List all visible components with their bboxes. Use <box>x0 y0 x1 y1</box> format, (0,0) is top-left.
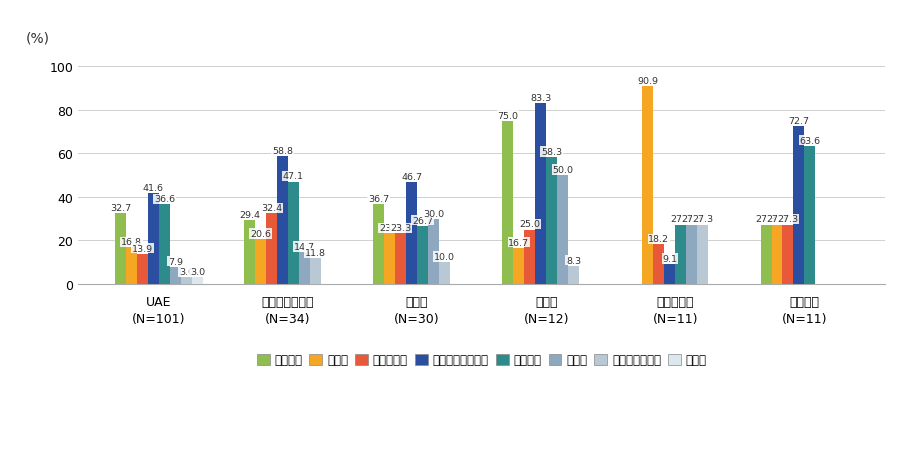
Text: 25.0: 25.0 <box>519 220 540 229</box>
Bar <box>643 87 653 284</box>
Text: 27.3: 27.3 <box>692 215 714 224</box>
Bar <box>805 146 815 284</box>
Bar <box>115 213 126 284</box>
Bar <box>417 226 428 284</box>
Bar <box>310 259 321 284</box>
Bar <box>782 225 794 284</box>
Text: 3.0: 3.0 <box>179 268 194 277</box>
Bar <box>181 278 192 284</box>
Text: 23.3: 23.3 <box>379 224 400 233</box>
Text: 10.0: 10.0 <box>434 252 455 262</box>
Bar <box>148 194 159 284</box>
Text: 41.6: 41.6 <box>143 184 164 193</box>
Text: 36.6: 36.6 <box>154 195 175 204</box>
Text: 18.2: 18.2 <box>648 235 670 244</box>
Text: 11.8: 11.8 <box>305 249 326 257</box>
Bar <box>439 263 450 284</box>
Text: 29.4: 29.4 <box>239 211 260 219</box>
Text: 58.3: 58.3 <box>541 148 562 156</box>
Text: 30.0: 30.0 <box>423 209 444 218</box>
Bar <box>771 225 782 284</box>
Bar <box>536 104 546 284</box>
Bar <box>126 248 137 284</box>
Text: 32.7: 32.7 <box>110 203 131 212</box>
Bar <box>557 176 568 284</box>
Text: 83.3: 83.3 <box>530 94 552 102</box>
Text: 36.7: 36.7 <box>368 194 390 204</box>
Bar <box>513 248 525 284</box>
Text: 90.9: 90.9 <box>637 77 659 86</box>
Bar <box>159 205 170 284</box>
Bar <box>395 234 406 284</box>
Bar <box>568 266 579 284</box>
Text: (%): (%) <box>26 31 50 45</box>
Text: 27.3: 27.3 <box>670 215 691 224</box>
Bar <box>192 278 202 284</box>
Text: 27.3: 27.3 <box>767 215 788 224</box>
Bar <box>288 182 299 284</box>
Text: 26.7: 26.7 <box>412 216 433 225</box>
Legend: 消費市場, 新産業, サービス業, 資源・エネルギー, インフラ, 製造業, 農業・食品加工, その他: 消費市場, 新産業, サービス業, 資源・エネルギー, インフラ, 製造業, 農… <box>252 349 712 371</box>
Bar <box>687 225 698 284</box>
Bar <box>406 183 417 284</box>
Bar <box>502 122 513 284</box>
Bar <box>137 254 148 284</box>
Bar <box>794 126 805 284</box>
Text: 27.3: 27.3 <box>681 215 702 224</box>
Text: 50.0: 50.0 <box>553 166 573 175</box>
Bar <box>664 264 675 284</box>
Text: 23.3: 23.3 <box>390 224 411 233</box>
Bar <box>698 225 708 284</box>
Text: 72.7: 72.7 <box>788 117 809 125</box>
Bar <box>299 252 310 284</box>
Text: 16.7: 16.7 <box>508 238 529 247</box>
Text: 3.0: 3.0 <box>190 268 205 277</box>
Bar <box>277 156 288 284</box>
Text: 47.1: 47.1 <box>283 172 304 181</box>
Text: 7.9: 7.9 <box>168 257 183 266</box>
Text: 27.3: 27.3 <box>778 215 798 224</box>
Text: 13.9: 13.9 <box>132 244 153 253</box>
Text: 8.3: 8.3 <box>566 256 581 265</box>
Bar <box>653 245 664 284</box>
Bar <box>428 219 439 284</box>
Bar <box>675 225 687 284</box>
Bar <box>266 214 277 284</box>
Text: 20.6: 20.6 <box>250 230 271 238</box>
Text: 27.3: 27.3 <box>755 215 777 224</box>
Text: 75.0: 75.0 <box>498 112 518 120</box>
Bar <box>760 225 771 284</box>
Text: 9.1: 9.1 <box>662 255 678 263</box>
Bar <box>546 158 557 284</box>
Text: 46.7: 46.7 <box>401 173 422 182</box>
Bar <box>244 220 255 284</box>
Bar <box>374 205 384 284</box>
Bar <box>255 240 266 284</box>
Text: 32.4: 32.4 <box>261 204 282 213</box>
Text: 14.7: 14.7 <box>294 242 315 251</box>
Bar <box>170 267 181 284</box>
Text: 63.6: 63.6 <box>799 136 821 145</box>
Bar <box>384 234 395 284</box>
Text: 58.8: 58.8 <box>272 147 293 156</box>
Bar <box>525 230 535 284</box>
Text: 16.8: 16.8 <box>121 238 142 247</box>
